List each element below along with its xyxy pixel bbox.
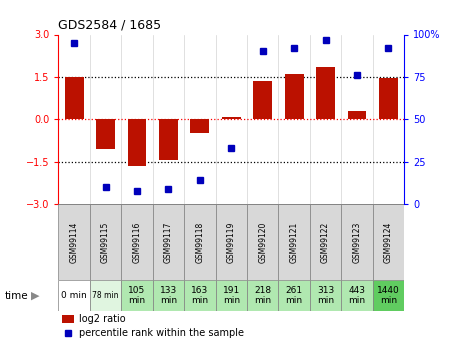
Text: GSM99123: GSM99123 [352, 221, 361, 263]
Bar [341, 280, 373, 311]
Bar [58, 204, 90, 280]
Bar [96, 119, 115, 149]
Bar [310, 280, 341, 311]
Bar [62, 315, 74, 323]
Text: percentile rank within the sample: percentile rank within the sample [79, 328, 244, 338]
Bar [216, 204, 247, 280]
Text: GSM99116: GSM99116 [132, 221, 141, 263]
Text: log2 ratio: log2 ratio [79, 314, 126, 324]
Text: GSM99117: GSM99117 [164, 221, 173, 263]
Bar [153, 280, 184, 311]
Text: time: time [4, 291, 28, 301]
Text: 443
min: 443 min [348, 286, 365, 305]
Bar [222, 117, 241, 119]
Text: GSM99114: GSM99114 [70, 221, 79, 263]
Bar [316, 67, 335, 119]
Bar [216, 280, 247, 311]
Text: 313
min: 313 min [317, 286, 334, 305]
Text: GSM99120: GSM99120 [258, 221, 267, 263]
Bar [184, 280, 216, 311]
Text: 163
min: 163 min [191, 286, 208, 305]
Text: 218
min: 218 min [254, 286, 271, 305]
Bar [247, 204, 278, 280]
Bar [190, 119, 209, 134]
Text: 261
min: 261 min [286, 286, 303, 305]
Text: 1440
min: 1440 min [377, 286, 400, 305]
Text: 133
min: 133 min [160, 286, 177, 305]
Bar [90, 204, 121, 280]
Bar [159, 119, 178, 160]
Text: GSM99124: GSM99124 [384, 221, 393, 263]
Text: 191
min: 191 min [223, 286, 240, 305]
Bar [285, 74, 304, 119]
Bar [121, 280, 153, 311]
Bar [153, 204, 184, 280]
Bar [128, 119, 146, 166]
Bar [65, 77, 84, 119]
Bar [310, 204, 341, 280]
Text: GSM99118: GSM99118 [195, 222, 204, 263]
Bar [90, 280, 121, 311]
Bar [184, 204, 216, 280]
Text: 105
min: 105 min [128, 286, 145, 305]
Text: 78 min: 78 min [92, 291, 119, 300]
Bar [373, 280, 404, 311]
Bar [373, 204, 404, 280]
Bar [348, 111, 366, 119]
Text: 0 min: 0 min [61, 291, 87, 300]
Text: GSM99115: GSM99115 [101, 221, 110, 263]
Bar [278, 204, 310, 280]
Bar [58, 280, 90, 311]
Text: ▶: ▶ [31, 291, 40, 301]
Bar [341, 204, 373, 280]
Text: GSM99119: GSM99119 [227, 221, 236, 263]
Bar [247, 280, 278, 311]
Bar [121, 204, 153, 280]
Text: GSM99121: GSM99121 [290, 222, 299, 263]
Text: GDS2584 / 1685: GDS2584 / 1685 [58, 19, 162, 32]
Text: GSM99122: GSM99122 [321, 222, 330, 263]
Bar [278, 280, 310, 311]
Bar [379, 78, 398, 119]
Bar [253, 81, 272, 119]
